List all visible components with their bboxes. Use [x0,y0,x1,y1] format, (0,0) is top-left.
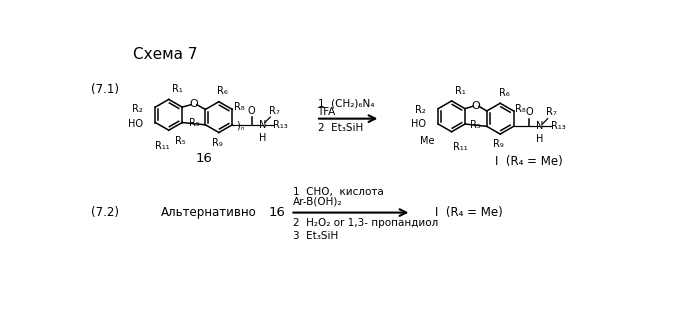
Text: R₁₃: R₁₃ [273,120,288,130]
Text: N: N [259,120,266,130]
Text: Ar-B(OH)₂: Ar-B(OH)₂ [293,196,343,206]
Text: ₙ: ₙ [240,123,243,132]
Text: Схема 7: Схема 7 [133,47,197,62]
Text: (7.1): (7.1) [92,83,120,96]
Text: R₁₁: R₁₁ [453,142,468,152]
Text: R₈: R₈ [515,104,526,114]
Text: O: O [189,99,199,109]
Text: 3  Et₃SiH: 3 Et₃SiH [293,231,338,241]
Text: R₁: R₁ [172,84,182,94]
Text: O: O [472,100,480,111]
Text: R₁: R₁ [455,86,466,95]
Text: R₇: R₇ [546,107,557,117]
Text: O: O [248,106,255,116]
Text: R₅: R₅ [175,135,185,146]
Text: 2  Et₃SiH: 2 Et₃SiH [317,123,363,133]
Text: R₆: R₆ [498,88,510,98]
Text: H: H [259,133,266,142]
Text: R₂: R₂ [132,104,143,114]
Text: H: H [536,134,544,144]
Text: HO: HO [411,119,426,129]
Text: R₈: R₈ [234,102,245,112]
Text: R₉: R₉ [212,138,223,148]
Text: I  (R₄ = Me): I (R₄ = Me) [435,206,503,219]
Text: ): ) [236,121,240,131]
Text: R₇: R₇ [268,106,280,116]
Text: 1  CHO,  кислота: 1 CHO, кислота [293,187,384,197]
Text: R₅: R₅ [189,118,199,128]
Text: Me: Me [420,135,435,146]
Text: TFA: TFA [317,107,336,117]
Text: R₁₁: R₁₁ [155,141,170,151]
Text: R₉: R₉ [493,140,504,149]
Text: 2  H₂O₂ or 1,3- пропандиол: 2 H₂O₂ or 1,3- пропандиол [293,218,438,228]
Text: R₂: R₂ [415,105,426,115]
Text: I  (R₄ = Me): I (R₄ = Me) [496,154,563,168]
Text: R₁₃: R₁₃ [551,121,565,131]
Text: R₆: R₆ [217,86,228,96]
Text: O: O [525,107,533,117]
Text: (7.2): (7.2) [92,206,120,219]
Text: 1  (CH₂)₆N₄: 1 (CH₂)₆N₄ [317,98,374,108]
Text: 16: 16 [195,152,212,165]
Text: Альтернативно: Альтернативно [161,206,257,219]
Text: R₅: R₅ [470,120,481,130]
Text: N: N [536,121,544,131]
Text: HO: HO [128,119,143,129]
Text: 16: 16 [269,206,286,219]
